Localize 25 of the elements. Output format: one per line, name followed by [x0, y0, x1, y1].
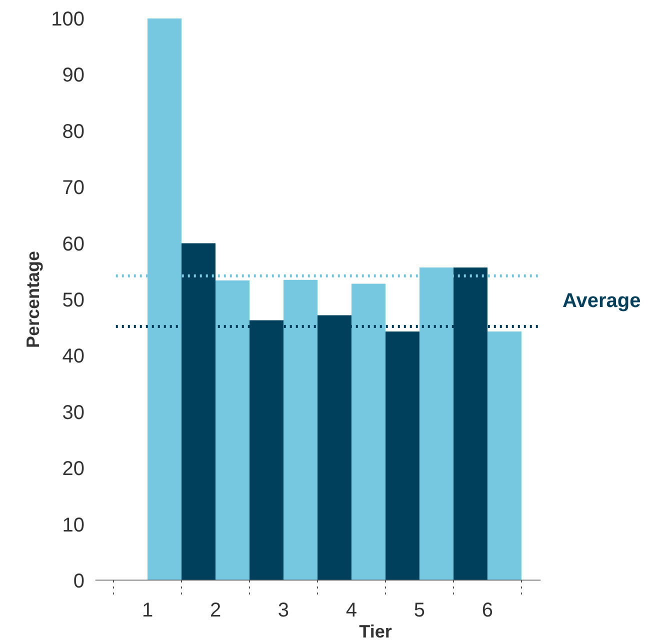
y-tick-label: 80 [62, 120, 85, 143]
x-axis-title: Tier [359, 622, 392, 642]
y-tick-label: 60 [62, 233, 85, 256]
y-axis-title: Percentage [23, 250, 44, 348]
x-tick-label: 6 [482, 600, 494, 622]
y-tick-label: 40 [62, 346, 85, 368]
y-tick-label: 70 [62, 177, 85, 200]
x-tick-label: 1 [142, 600, 154, 622]
y-tick-label: 20 [62, 458, 85, 480]
y-tick-label: 30 [62, 402, 85, 424]
bar [283, 280, 318, 580]
x-tick-label: 3 [278, 600, 290, 622]
ref-line-label: Average [562, 290, 641, 312]
y-tick-label: 50 [62, 290, 85, 312]
y-tick-label: 90 [62, 64, 85, 87]
bar [385, 332, 420, 580]
y-tick-label: 0 [73, 570, 84, 592]
x-tick-label: 2 [210, 600, 222, 622]
bar [216, 280, 250, 580]
y-tick-label: 10 [62, 514, 85, 536]
y-tick-label: 100 [51, 8, 85, 30]
x-tick-label: 4 [346, 600, 358, 622]
bar [351, 284, 386, 580]
x-tick-label: 5 [414, 600, 426, 622]
bar [487, 332, 522, 580]
